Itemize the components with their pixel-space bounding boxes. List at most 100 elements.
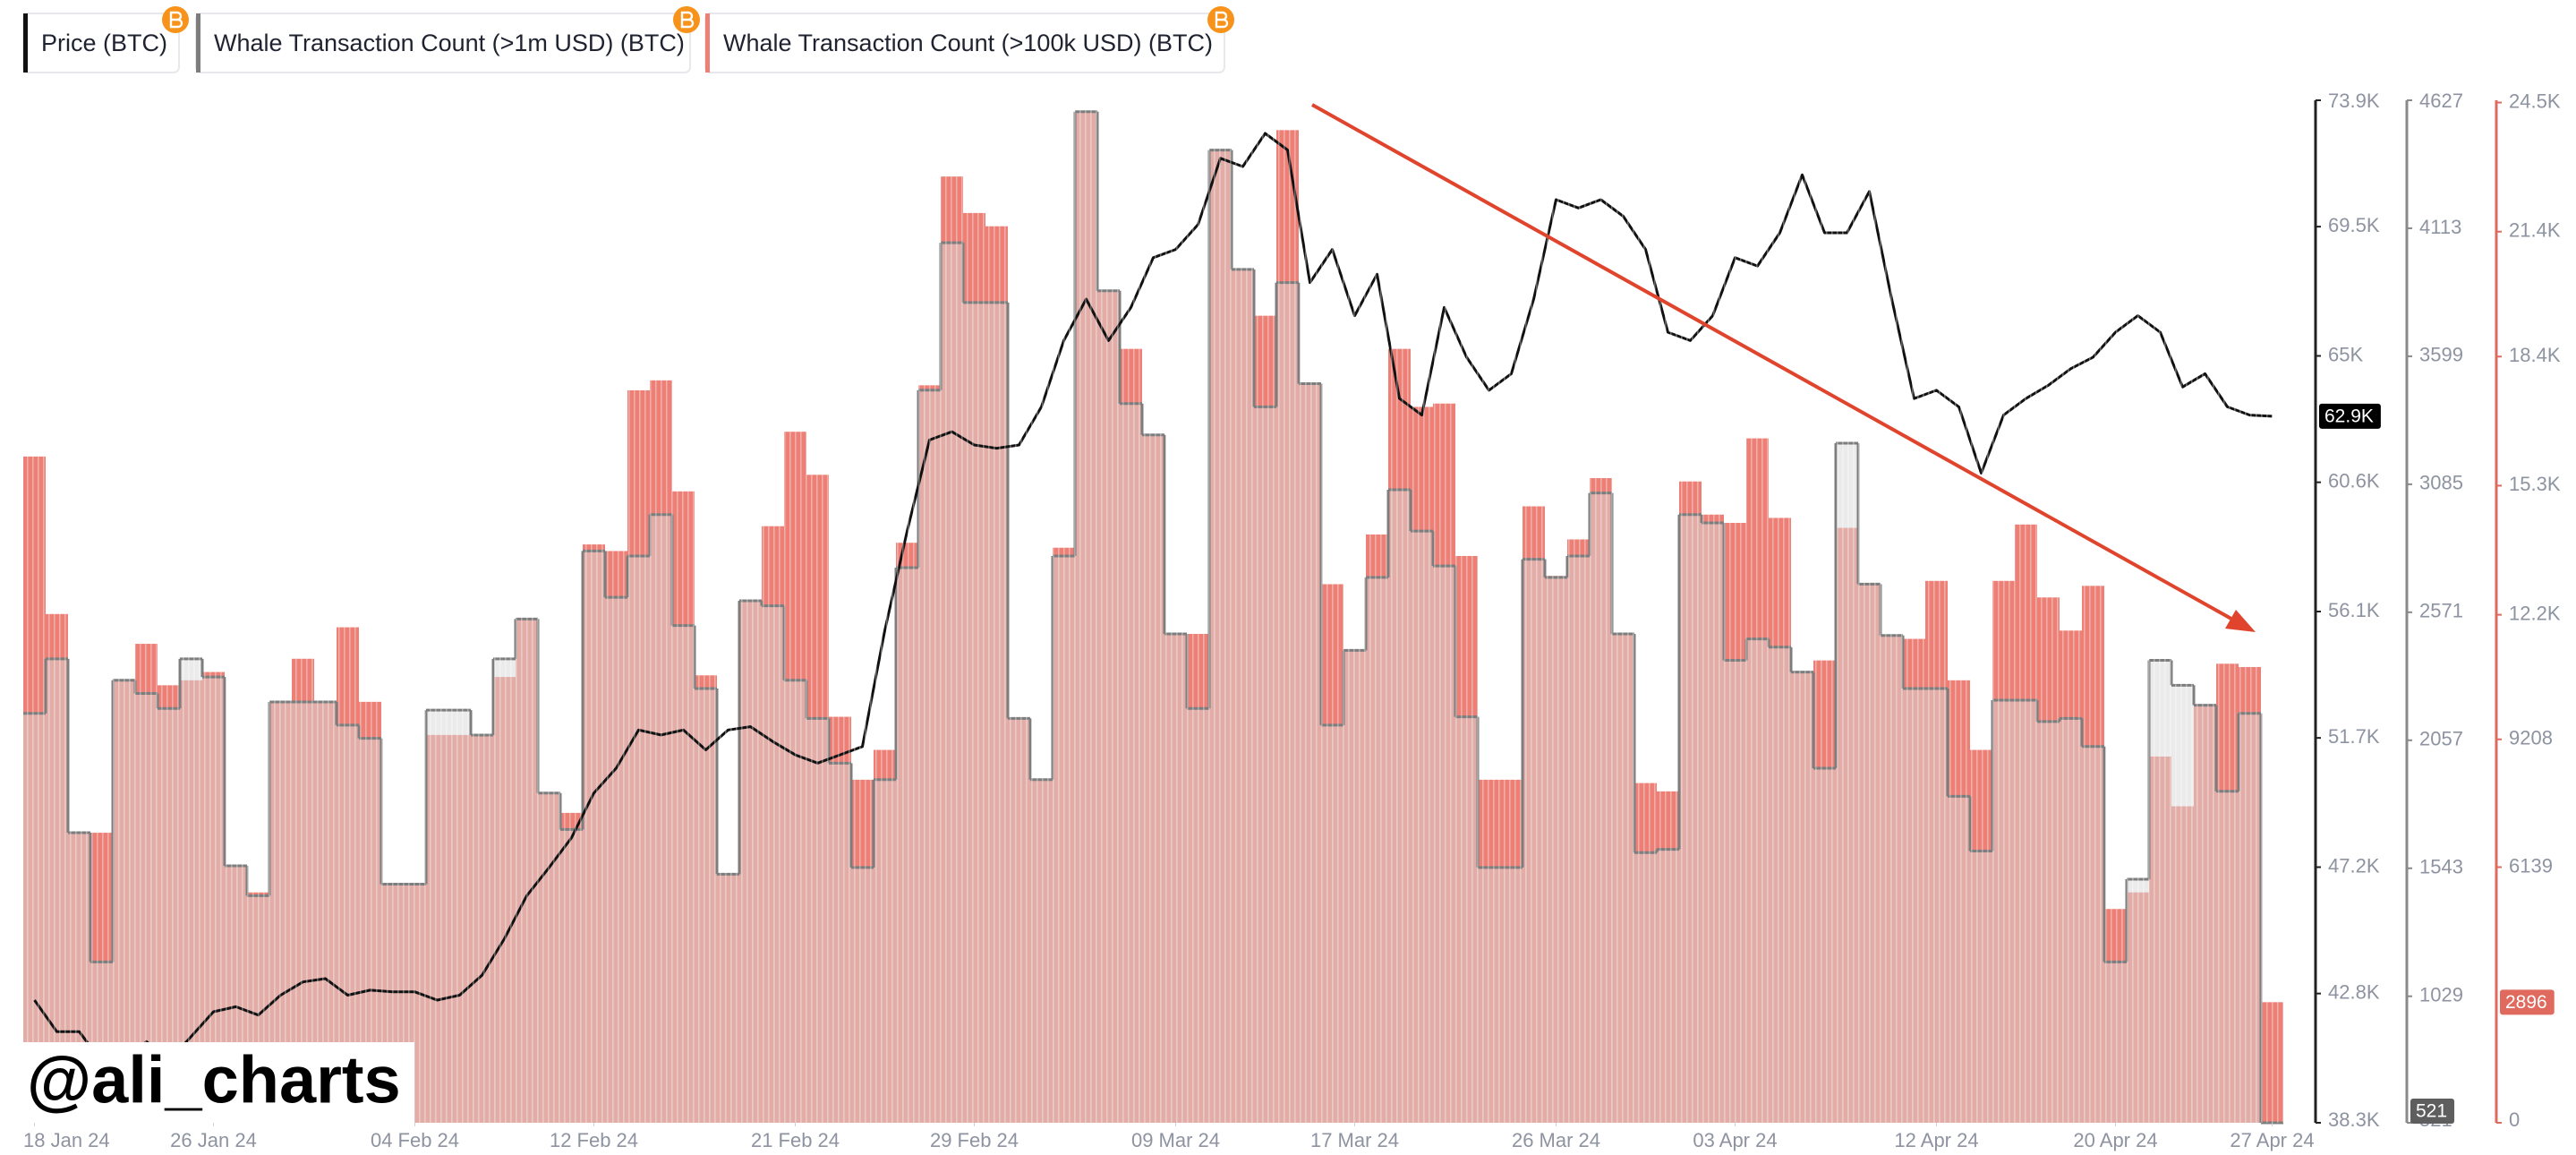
x-tick-label: 12 Feb 24 [550,1129,638,1151]
step-area [1881,635,1903,1123]
step-area [1164,634,1187,1123]
step-area [941,243,963,1124]
value-badge-box [2319,403,2381,429]
step-area [1366,577,1388,1123]
step-area [695,688,717,1123]
step-area [1030,779,1053,1123]
y-tick-label: 56.1K [2328,599,2380,621]
value-badge: 62.9K [2319,403,2381,429]
step-area [605,597,627,1123]
trend-arrow [1311,103,2239,624]
step-area [1948,796,1970,1123]
step-area [2015,700,2037,1123]
step-area [2239,713,2261,1123]
value-badge-box [2410,1099,2455,1124]
y-tick-label: 38.3K [2328,1108,2380,1131]
legend-swatch [196,13,200,73]
step-area [1545,577,1567,1123]
y-tick-label: 3599 [2419,344,2463,366]
legend-item[interactable]: Price (BTC) [22,6,189,73]
step-area [448,710,471,1123]
legend-item[interactable]: Whale Transaction Count (>100k USD) (BTC… [704,6,1234,73]
step-area [1097,290,1120,1123]
btc-icon-glyph [1215,11,1229,29]
step-area [1411,531,1433,1123]
y-tick-label: 0 [2509,1108,2520,1131]
x-tick-label: 27 Apr 24 [2230,1129,2314,1151]
step-area [1702,522,1724,1123]
y-tick-label: 1029 [2419,984,2463,1006]
step-area [1433,566,1455,1123]
legend-label: Price (BTC) [41,30,167,56]
y-tick-label: 60.6K [2328,469,2380,492]
legend-item[interactable]: Whale Transaction Count (>1m USD) (BTC) [195,6,700,73]
step-area [2127,878,2149,1123]
step-area [1343,650,1366,1123]
step-area [426,710,448,1123]
x-tick-label: 03 Apr 24 [1693,1129,1777,1151]
y-tick-label: 18.4K [2509,344,2561,366]
step-area [1970,851,1992,1123]
legend-label: Whale Transaction Count (>1m USD) (BTC) [214,30,685,56]
step-area [1053,555,1075,1123]
step-area [1455,716,1478,1123]
step-area [2037,721,2060,1123]
step-area [650,514,672,1123]
legend-swatch [705,13,710,73]
legend-label: Whale Transaction Count (>100k USD) (BTC… [723,30,1213,56]
step-area [851,867,874,1123]
step-area [896,568,918,1123]
step-area [1657,849,1679,1123]
step-area [784,680,806,1123]
value-badge-label: 2896 [2505,992,2547,1013]
x-tick-label: 04 Feb 24 [371,1129,459,1151]
bar [2261,1002,2283,1123]
step-area [1925,688,1948,1123]
step-area [1075,111,1097,1124]
x-tick-label: 26 Mar 24 [1512,1129,1600,1151]
overlay: @ali_charts [23,103,2256,1123]
step-area [1209,150,1232,1123]
step-area [963,302,985,1124]
step-area [1276,282,1299,1124]
y-tick-label: 4113 [2419,216,2461,238]
step-area [1120,403,1142,1123]
step-area [2082,746,2104,1123]
x-tick-label: 26 Jan 24 [170,1129,257,1151]
step-area [1321,724,1343,1123]
legend: Price (BTC) Whale Transaction Count (>1m… [22,6,1234,73]
step-area [874,779,896,1123]
step-area [516,619,538,1123]
step-area [2171,685,2194,1123]
y-tick-label: 73.9K [2328,90,2380,112]
step-area [829,763,851,1123]
y-tick-label: 21.4K [2509,219,2561,242]
x-tick-label: 29 Feb 24 [930,1129,1019,1151]
step-area [985,302,1008,1124]
step-area [493,658,516,1123]
y-tick-label: 9208 [2509,727,2553,749]
step-area [2060,718,2082,1123]
step-area [1567,555,1590,1123]
step-area [672,625,695,1123]
step-area [560,829,583,1123]
value-badge: 2896 [2500,989,2555,1015]
step-area [1612,634,1634,1123]
y-tick-label: 6139 [2509,854,2553,877]
step-area [1679,514,1702,1123]
y-tick-label: 65K [2328,343,2363,365]
y-tick-label: 2571 [2419,600,2463,622]
step-area [1500,867,1523,1123]
step-area [1008,718,1030,1123]
x-tick-label: 17 Mar 24 [1310,1129,1399,1151]
y-tick-label: 12.2K [2509,602,2561,624]
step-area [1634,852,1657,1123]
y-tick-label: 69.5K [2328,214,2380,236]
step-area [583,551,605,1123]
value-badge-box [2500,989,2555,1015]
step-area [1523,559,1545,1123]
step-area [762,605,784,1123]
step-area [471,734,493,1123]
